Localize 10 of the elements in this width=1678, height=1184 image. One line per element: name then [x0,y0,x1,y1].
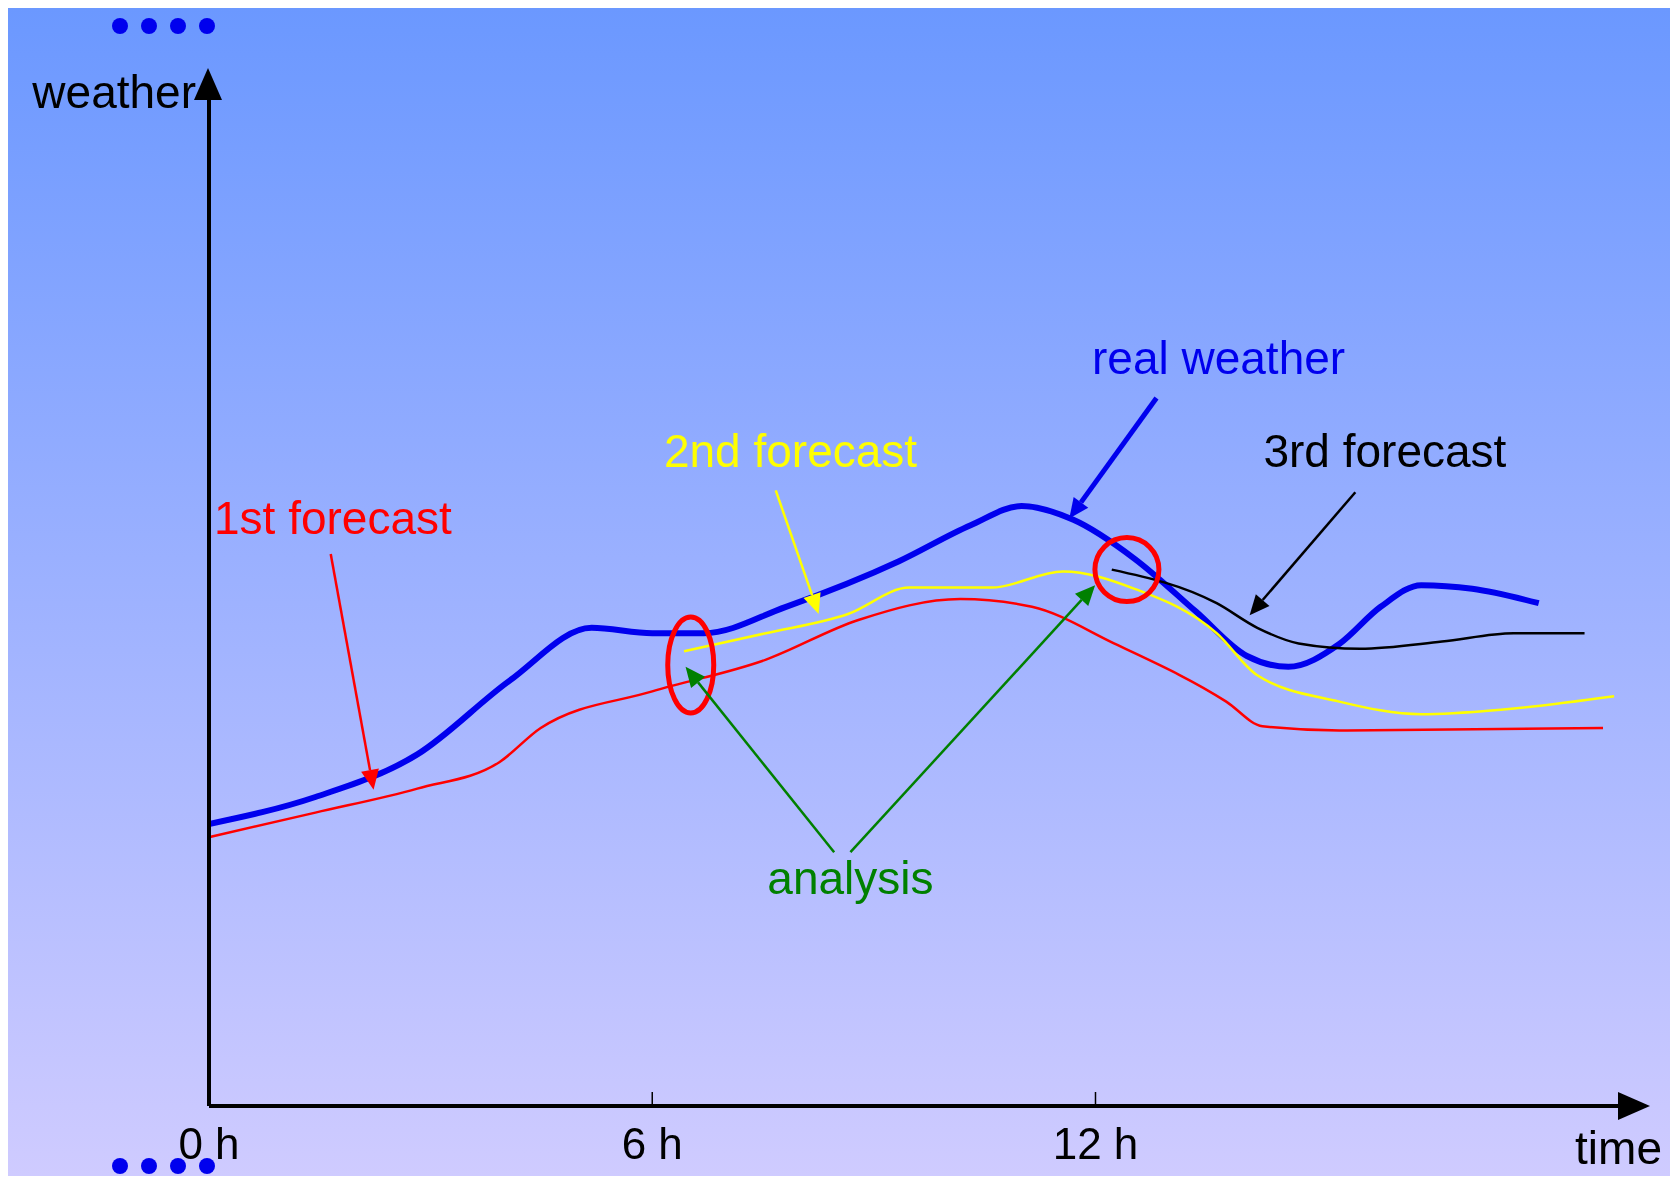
text: 3rd forecast [1263,425,1507,478]
text: weather [31,66,196,118]
annotation: analysis [767,851,934,904]
text: real weather [1092,332,1346,385]
x-tick-label: 12 h [1052,1119,1139,1169]
text: 2nd forecast [663,425,918,478]
x-axis-title: time [1575,1122,1662,1174]
x-tick-label: 0 h [178,1119,240,1169]
x-tick-label: 6 h [621,1119,683,1169]
text: 1st forecast [214,491,453,544]
